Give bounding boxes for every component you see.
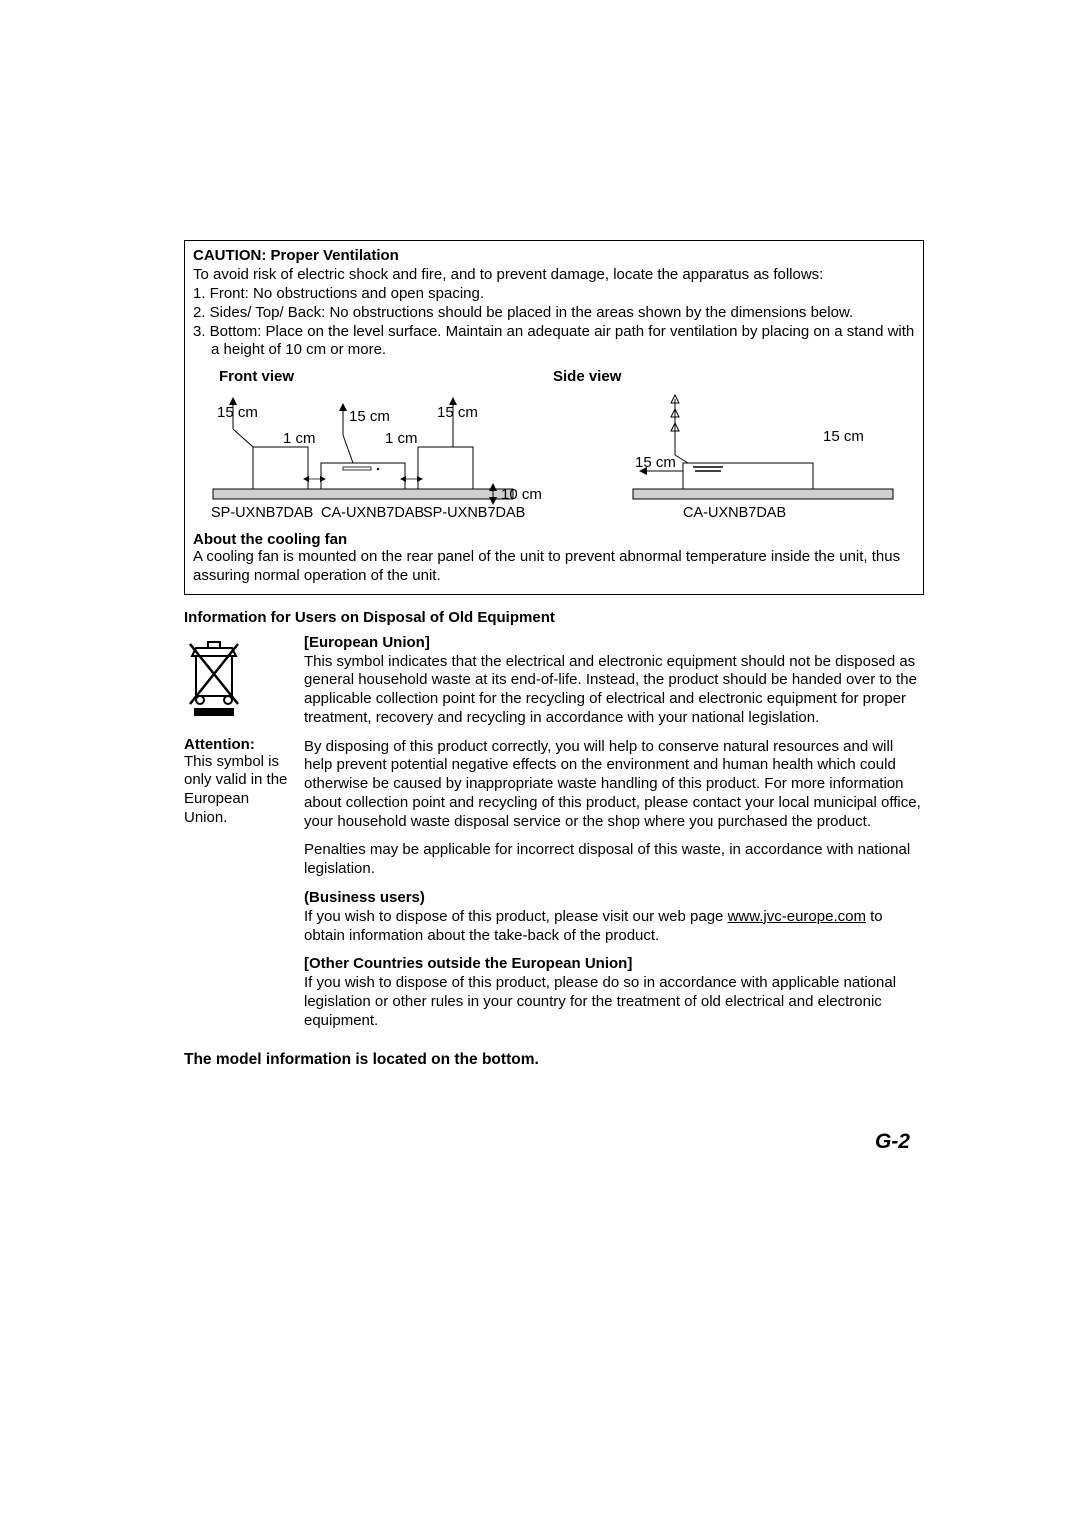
page-number: G-2 [875,1130,910,1154]
dim-15: 15 cm [437,404,478,421]
business-para: If you wish to dispose of this product, … [304,908,924,946]
caution-item: 1. Front: No obstructions and open spaci… [193,285,915,304]
dim-15: 15 cm [217,404,258,421]
disposal-right-col: [European Union] This symbol indicates t… [304,634,924,1041]
model-info: The model information is located on the … [184,1051,924,1069]
eu-para-2: By disposing of this product correctly, … [304,738,924,832]
eu-para-1: This symbol indicates that the electrica… [304,653,924,728]
front-view-diagram: 15 cm 15 cm 15 cm 1 cm [211,397,542,521]
ventilation-diagram: 15 cm 15 cm 15 cm 1 cm [193,391,915,521]
front-view-label: Front view [193,368,553,385]
attention-text: This symbol is only valid in the Europea… [184,753,296,828]
product-label: SP-UXNB7DAB [211,505,313,521]
side-view-diagram: 15 cm 15 cm CA-UXNB7DAB [633,395,893,521]
cooling-fan-title: About the cooling fan [193,531,915,548]
weee-symbol [184,634,296,716]
caution-item: 2. Sides/ Top/ Back: No obstructions sho… [193,304,915,323]
caution-intro: To avoid risk of electric shock and fire… [193,266,915,283]
caution-list: 1. Front: No obstructions and open spaci… [193,285,915,360]
business-link: www.jvc-europe.com [728,908,866,925]
dim-1: 1 cm [385,430,418,447]
business-text-a: If you wish to dispose of this product, … [304,908,728,925]
dim-15: 15 cm [349,408,390,425]
product-label: SP-UXNB7DAB [423,505,525,521]
eu-para-3: Penalties may be applicable for incorrec… [304,841,924,879]
dim-15: 15 cm [823,428,864,445]
page-content: CAUTION: Proper Ventilation To avoid ris… [184,240,924,1069]
eu-heading: [European Union] [304,634,924,651]
dim-10: 10 cm [501,486,542,503]
caution-item: 3. Bottom: Place on the level surface. M… [193,323,915,361]
dim-15: 15 cm [635,454,676,471]
dim-1: 1 cm [283,430,316,447]
cooling-fan-text: A cooling fan is mounted on the rear pan… [193,548,915,586]
views-row: Front view Side view [193,368,915,385]
side-view-label: Side view [553,368,873,385]
caution-box: CAUTION: Proper Ventilation To avoid ris… [184,240,924,595]
other-countries-para: If you wish to dispose of this product, … [304,974,924,1030]
product-label: CA-UXNB7DAB [321,505,424,521]
disposal-title: Information for Users on Disposal of Old… [184,609,924,626]
other-countries-heading: [Other Countries outside the European Un… [304,955,924,972]
business-heading: (Business users) [304,889,924,906]
attention-title: Attention: [184,736,296,753]
product-label: CA-UXNB7DAB [683,505,786,521]
caution-title: CAUTION: Proper Ventilation [193,247,915,264]
disposal-columns: Attention: This symbol is only valid in … [184,634,924,1041]
disposal-left-col: Attention: This symbol is only valid in … [184,634,304,1041]
